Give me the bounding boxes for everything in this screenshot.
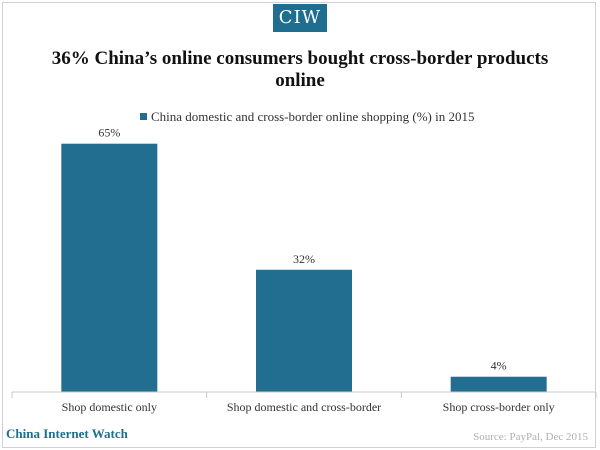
x-tick-label-1: Shop domestic and cross-border xyxy=(227,400,381,414)
x-tick-label-2: Shop cross-border only xyxy=(443,400,555,414)
bar-0 xyxy=(61,143,158,392)
bar-1 xyxy=(256,269,352,392)
legend-swatch xyxy=(140,113,147,120)
data-labels-group: 65% 32% 4% xyxy=(98,126,506,373)
legend-label: China domestic and cross-border online s… xyxy=(151,109,475,124)
source-note: Source: PayPal, Dec 2015 xyxy=(473,431,588,443)
data-label-2: 4% xyxy=(491,359,507,373)
chart-legend: China domestic and cross-border online s… xyxy=(140,109,540,125)
brand-footer: China Internet Watch xyxy=(6,426,128,441)
bar-2 xyxy=(450,376,547,392)
ciw-logo: CIW xyxy=(273,4,327,32)
bars-group xyxy=(61,143,547,392)
data-label-0: 65% xyxy=(98,126,120,140)
x-axis: Shop domestic only Shop domestic and cros… xyxy=(11,391,597,414)
data-label-1: 32% xyxy=(293,252,315,266)
chart-title: 36% China’s online consumers bought cros… xyxy=(51,48,549,91)
x-tick-label-0: Shop domestic only xyxy=(62,400,157,414)
